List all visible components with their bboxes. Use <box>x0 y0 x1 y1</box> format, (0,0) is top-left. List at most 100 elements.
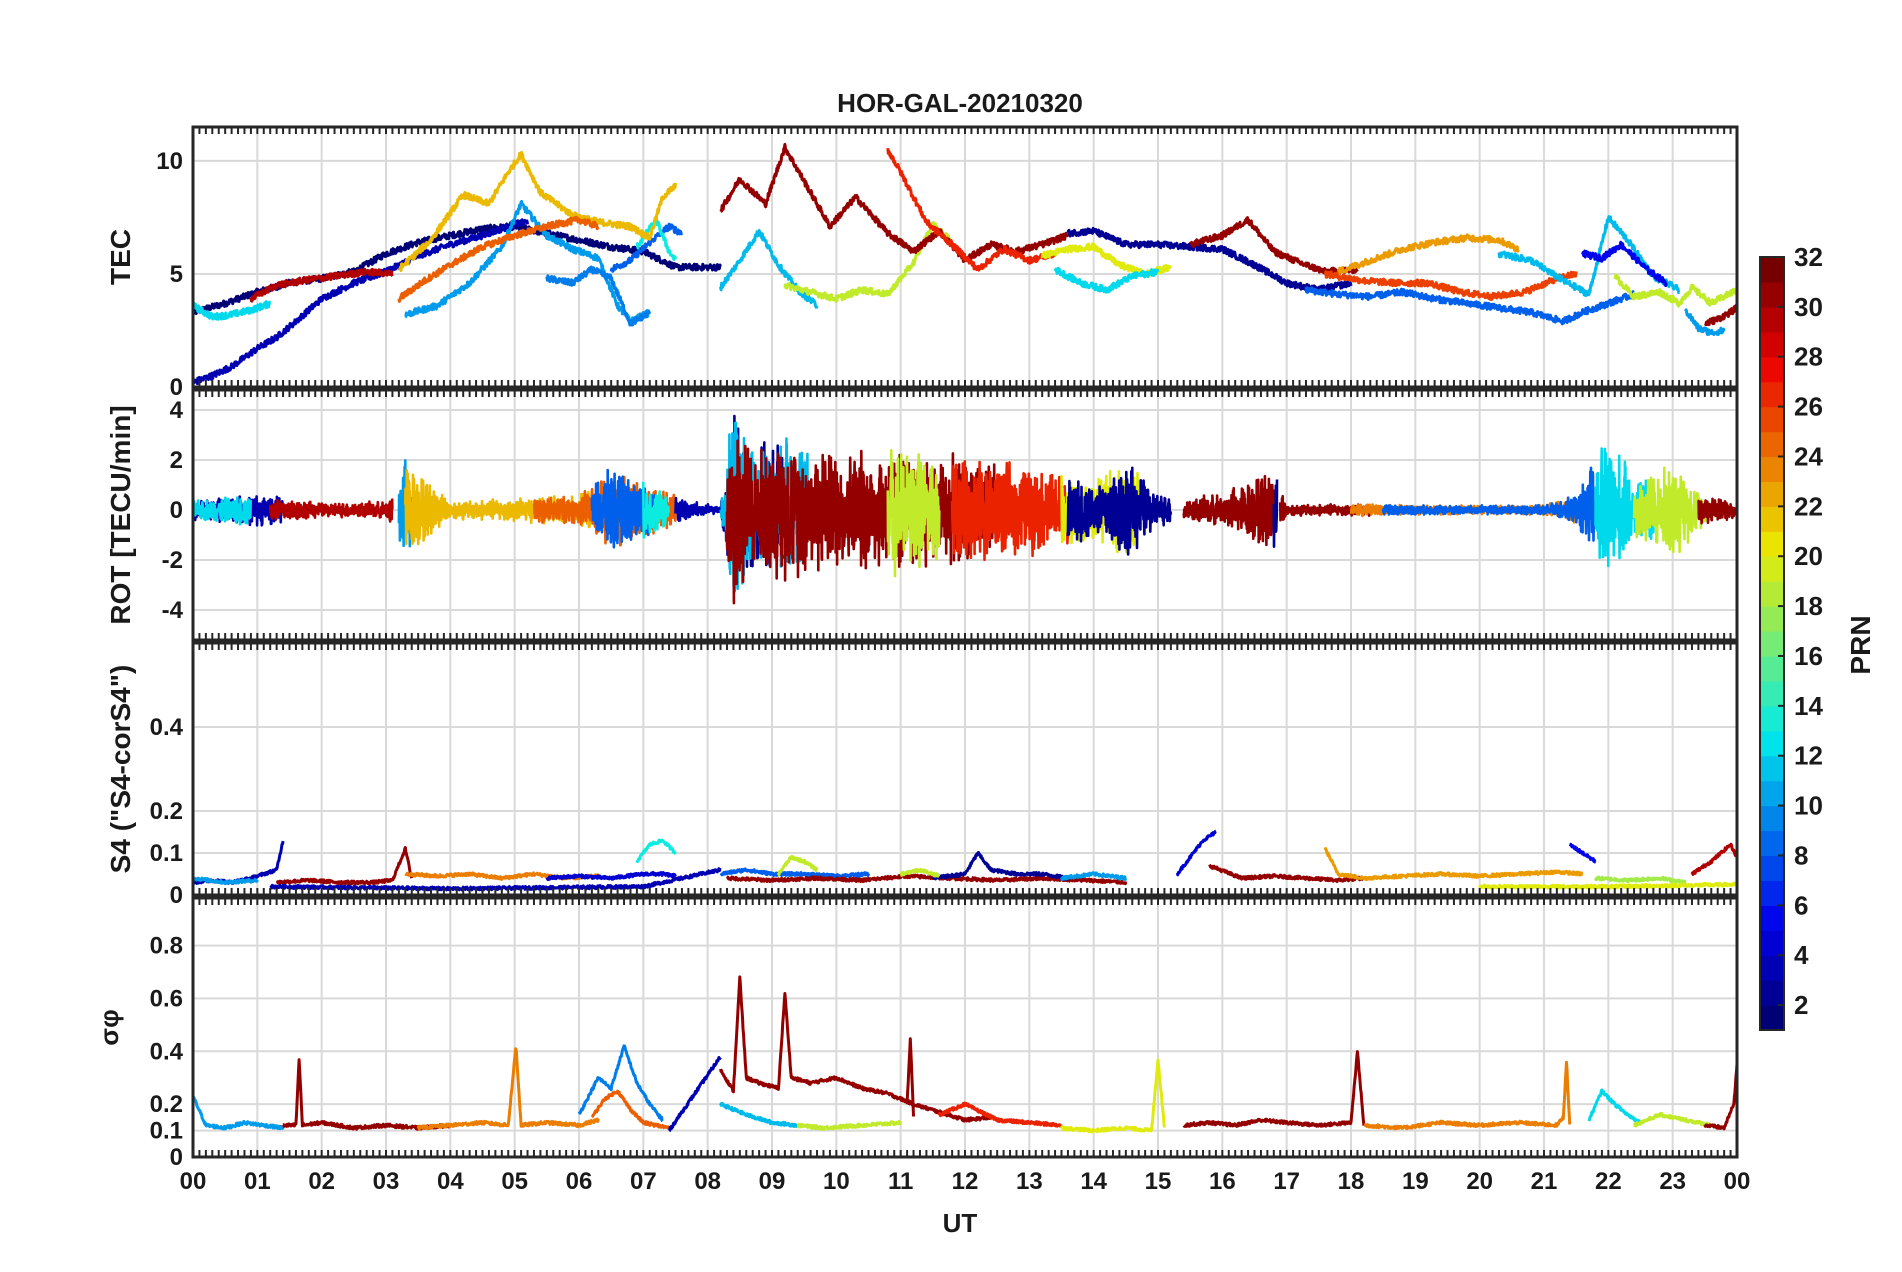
x-tick-label: 01 <box>244 1168 271 1195</box>
colorbar-tick-label: 28 <box>1794 342 1823 372</box>
colorbar-swatch <box>1760 331 1784 358</box>
rot-trace-prn-12 <box>193 496 253 526</box>
x-axis-label: UT <box>943 1208 978 1238</box>
series-line-prn-27 <box>937 1101 1063 1128</box>
colorbar-tick-label: 2 <box>1794 990 1808 1020</box>
colorbar-tick-label: 32 <box>1794 242 1823 272</box>
colorbar-tick-label: 10 <box>1794 791 1823 821</box>
colorbar-swatch <box>1760 655 1784 682</box>
colorbar-swatch <box>1760 356 1784 383</box>
rot-trace-prn-30 <box>268 498 394 523</box>
x-tick-label: 05 <box>501 1168 528 1195</box>
x-tick-label: 18 <box>1338 1168 1365 1195</box>
colorbar-swatch <box>1760 955 1784 981</box>
colorbar-swatch <box>1760 606 1784 632</box>
x-tick-label: 20 <box>1466 1168 1493 1195</box>
panel-ROT: -4 -2 0 2 4 ROT [TECU/min] <box>105 388 1739 642</box>
colorbar-frame <box>1759 256 1785 1031</box>
colorbar-swatch <box>1760 880 1784 906</box>
y-tick-label: 10 <box>156 148 183 175</box>
x-tick-label: 16 <box>1209 1168 1236 1195</box>
series-line-prn-19 <box>1633 1112 1713 1128</box>
panel-TEC: 0 5 10 TEC <box>105 125 1739 401</box>
series-line-prn-2 <box>931 850 1069 881</box>
gap-connector <box>675 506 721 510</box>
series-line-prn-31 <box>1182 1050 1366 1128</box>
x-tick-label: 11 <box>888 1168 913 1195</box>
colorbar-swatch <box>1760 431 1784 458</box>
series-line-prn-3 <box>193 218 529 386</box>
series-line-prn-11 <box>719 1101 800 1128</box>
colorbar-swatch <box>1760 930 1784 956</box>
colorbar-swatch <box>1760 257 1784 283</box>
x-tick-label: 07 <box>630 1168 657 1195</box>
colorbar-swatch <box>1760 531 1784 557</box>
series-line-prn-13 <box>635 838 677 864</box>
data-layer <box>193 142 1737 386</box>
y-axis-label: ROT [TECU/min] <box>105 405 136 624</box>
x-tick-label: 23 <box>1659 1168 1686 1195</box>
colorbar-swatch <box>1760 980 1784 1006</box>
series-line-prn-22 <box>397 150 677 272</box>
x-tick-label: 13 <box>1016 1168 1043 1195</box>
x-tick-label: 10 <box>823 1168 850 1195</box>
y-tick-label: 0.2 <box>150 798 183 825</box>
rot-trace-prn-2 <box>1066 466 1173 556</box>
series-line-prn-23 <box>1323 847 1584 881</box>
x-tick-label: 02 <box>308 1168 335 1195</box>
y-tick-label: 0.2 <box>150 1091 183 1118</box>
series-line-prn-9 <box>577 1044 664 1123</box>
colorbar-swatch <box>1760 506 1784 532</box>
series-line-prn-8 <box>609 222 684 273</box>
x-tick-label: 14 <box>1080 1168 1107 1195</box>
rot-trace-prn-13 <box>642 481 671 539</box>
colorbar-swatch <box>1760 705 1784 732</box>
y-tick-label: 0 <box>170 497 183 524</box>
colorbar-swatch <box>1760 556 1784 582</box>
colorbar-swatch <box>1760 381 1784 408</box>
colorbar-swatch <box>1760 905 1784 931</box>
colorbar-tick-label: 14 <box>1794 691 1823 721</box>
y-tick-label: 0 <box>170 374 183 401</box>
data-layer <box>193 975 1737 1134</box>
series-line-prn-24 <box>416 1047 600 1131</box>
series-line-prn-12 <box>1053 266 1160 294</box>
colorbar-tick-label: 4 <box>1794 940 1809 970</box>
colorbar-tick-label: 6 <box>1794 890 1808 920</box>
colorbar-tick-label: 24 <box>1794 441 1823 471</box>
colorbar-swatch <box>1760 631 1784 657</box>
series-line-prn-4 <box>545 871 677 881</box>
series-line-prn-31 <box>1703 304 1737 327</box>
series-line-prn-2 <box>1066 226 1353 293</box>
series-line-prn-3 <box>668 1056 722 1133</box>
chart-title: HOR-GAL-20210320 <box>837 88 1083 118</box>
colorbar-swatch <box>1760 680 1784 707</box>
colorbar-swatch <box>1760 281 1784 308</box>
series-line-prn-19 <box>776 854 819 877</box>
y-axis-label: σφ <box>94 1009 124 1045</box>
colorbar-tick-label: 16 <box>1794 641 1823 671</box>
y-tick-label: 0.1 <box>150 1118 183 1145</box>
series-line-prn-19 <box>796 1119 903 1131</box>
colorbar-swatch <box>1760 456 1784 483</box>
rot-trace-prn-8 <box>1381 466 1597 542</box>
colorbar-tick-label: 8 <box>1794 840 1808 870</box>
colorbar-swatch <box>1760 830 1784 857</box>
colorbar-swatch <box>1760 730 1784 757</box>
colorbar-swatch <box>1760 406 1784 433</box>
series-line-prn-31 <box>905 1037 915 1117</box>
x-tick-label: 00 <box>180 1168 207 1195</box>
series-line-prn-10 <box>193 876 259 886</box>
y-tick-label: 2 <box>170 447 183 474</box>
x-tick-label: 15 <box>1145 1168 1172 1195</box>
series-line-prn-19 <box>1613 273 1737 308</box>
rot-trace-prn-31 <box>1182 474 1276 547</box>
series-line-prn-4 <box>1175 829 1217 877</box>
rot-trace-prn-31 <box>1697 497 1737 525</box>
series-line-prn-30 <box>249 267 394 303</box>
x-tick-label: 09 <box>759 1168 786 1195</box>
x-tick-label: 00 <box>1724 1168 1751 1195</box>
y-tick-label: 5 <box>170 261 183 288</box>
series-line-prn-25 <box>397 215 600 303</box>
